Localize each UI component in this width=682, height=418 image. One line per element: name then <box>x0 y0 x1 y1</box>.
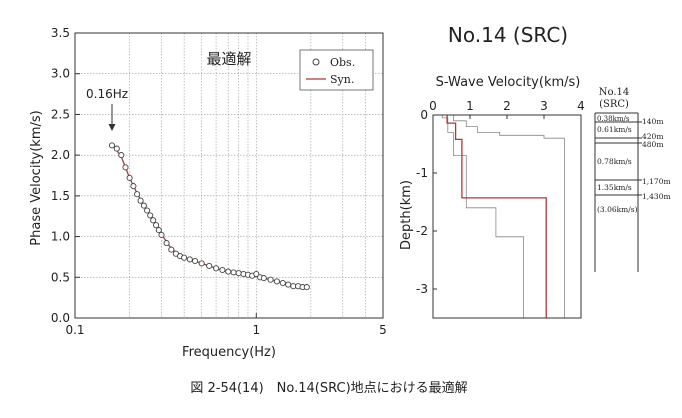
y-tick-label: 3.5 <box>51 26 70 40</box>
obs-point <box>213 265 220 272</box>
legend-obs-marker <box>312 58 320 66</box>
y-tick-label: 0.5 <box>51 270 70 284</box>
y-tick-label: 3.0 <box>51 67 70 81</box>
obs-point <box>225 268 232 275</box>
profile-x-ticks: 0 1 2 3 4 <box>429 99 585 119</box>
obs-point <box>198 260 205 267</box>
obs-point <box>230 269 237 276</box>
layer-depth-1170m: 1,170m <box>642 177 671 186</box>
obs-point <box>267 276 274 283</box>
obs-point <box>108 142 116 149</box>
y-tick-label: 2.5 <box>51 107 70 121</box>
dispersion-plot-frame <box>74 32 384 319</box>
site-header: No.14 (SRC) <box>448 23 568 47</box>
legend-obs-label: Obs. <box>330 56 355 69</box>
y-tick-label: 0.0 <box>51 311 70 325</box>
profile-x-tick-label: 2 <box>503 99 511 113</box>
obs-point <box>279 279 286 287</box>
dispersion-y-ticks: 0.0 0.5 1.0 1.5 2.0 2.5 3.0 3.5 <box>51 26 80 325</box>
dispersion-chart: 0.0 0.5 1.0 1.5 2.0 2.5 3.0 3.5 0.1 1 5 Frequency… <box>29 26 387 360</box>
obs-point <box>144 207 151 214</box>
profile-y-tick-label: -1 <box>416 166 428 180</box>
obs-point <box>140 202 147 209</box>
figure-caption: 図 2-54(14) No.14(SRC)地点における最適解 <box>190 380 467 396</box>
legend-syn-label: Syn. <box>330 73 354 86</box>
profile-y-tick-label: -3 <box>416 282 428 296</box>
y-tick-label: 1.5 <box>51 189 70 203</box>
layer-column-title-line1: No.14 <box>599 87 630 98</box>
dispersion-x-axis-label: Frequency(Hz) <box>182 345 276 360</box>
layer-depth-480m: 480m <box>642 140 663 149</box>
velocity-profile-chart: No.14 (SRC) S-Wave Velocity(km/s) Depth(… <box>399 23 585 319</box>
y-tick-label: 1.0 <box>51 230 70 244</box>
annotation-arrow-head <box>108 124 116 131</box>
y-tick-label: 2.0 <box>51 148 70 162</box>
annotation-label: 0.16Hz <box>86 87 128 101</box>
dispersion-y-axis-label: Phase Velocity(km/s) <box>29 110 44 245</box>
obs-point <box>260 275 267 282</box>
obs-point <box>130 183 137 190</box>
layer-column-title-line2: (SRC) <box>599 99 629 110</box>
dispersion-chart-title: 最適解 <box>206 50 251 68</box>
x-tick-label: 0.1 <box>65 323 84 337</box>
obs-point <box>126 174 133 181</box>
series-obs <box>108 142 310 291</box>
obs-point <box>150 217 157 224</box>
layer-depth-140m: 140m <box>642 117 663 126</box>
obs-point <box>134 191 141 198</box>
profile-y-axis-label: Depth(km) <box>399 180 414 250</box>
layer-depth-1430m: 1,430m <box>642 192 671 201</box>
layer-1-velocity: 0.38km/s <box>597 115 630 123</box>
profile-y-tick-label: 0 <box>420 108 428 122</box>
legend-box <box>299 49 374 91</box>
layer-column: No.14 (SRC) 0.38km/s 0.61km/s 0.78km/s 1… <box>594 87 671 272</box>
obs-point <box>122 164 129 171</box>
frequency-annotation: 0.16Hz <box>86 87 128 131</box>
obs-point <box>181 254 188 261</box>
obs-point <box>253 270 260 278</box>
profile-plot-frame <box>432 114 582 319</box>
obs-point <box>118 152 125 159</box>
profile-x-tick-label: 3 <box>540 99 548 113</box>
layer-2-velocity: 0.61km/s <box>597 125 632 134</box>
dispersion-legend: Obs. Syn. <box>299 49 374 91</box>
obs-point <box>158 231 165 238</box>
obs-point <box>153 222 160 229</box>
profile-chart-title: S-Wave Velocity(km/s) <box>436 75 581 90</box>
x-tick-label: 1 <box>252 323 260 337</box>
obs-point <box>235 270 242 277</box>
obs-point <box>137 197 144 204</box>
obs-point <box>147 212 154 219</box>
profile-x-tick-label: 1 <box>466 99 474 113</box>
profile-y-ticks: 0 -1 -2 -3 <box>416 108 437 296</box>
obs-point <box>273 278 280 285</box>
obs-point <box>163 240 170 247</box>
obs-point <box>113 145 120 152</box>
obs-point <box>303 284 310 291</box>
obs-point <box>192 257 199 265</box>
profile-x-tick-label: 4 <box>577 99 585 113</box>
profile-x-tick-label: 0 <box>429 99 437 113</box>
dispersion-x-ticks: 0.1 1 5 <box>65 313 387 337</box>
layer-depth-420m: 420m <box>642 132 663 141</box>
x-tick-label: 5 <box>379 323 387 337</box>
layer-3-velocity: 0.78km/s <box>597 157 632 166</box>
obs-point <box>155 227 162 234</box>
obs-point <box>285 281 292 288</box>
velocity-profile-bound <box>452 115 565 318</box>
obs-point <box>168 246 175 253</box>
velocity-profile-bound <box>441 115 524 318</box>
layer-5-velocity: (3.06km/s) <box>597 205 638 214</box>
obs-point <box>219 266 226 274</box>
obs-point <box>186 256 193 263</box>
velocity-profile-optimum <box>446 115 547 318</box>
profile-series <box>441 115 565 318</box>
obs-point <box>206 262 213 269</box>
layer-4-velocity: 1.35km/s <box>597 183 632 192</box>
profile-y-tick-label: -2 <box>416 224 428 238</box>
